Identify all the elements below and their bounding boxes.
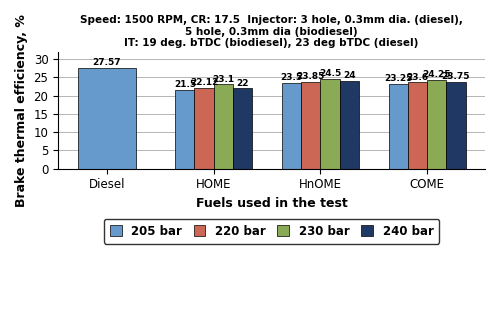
Bar xyxy=(446,82,466,169)
Bar xyxy=(78,68,136,169)
Bar xyxy=(282,83,301,169)
Bar xyxy=(233,88,252,169)
Title: Speed: 1500 RPM, CR: 17.5  Injector: 3 hole, 0.3mm dia. (diesel),
5 hole, 0.3mm : Speed: 1500 RPM, CR: 17.5 Injector: 3 ho… xyxy=(80,15,463,48)
Text: 24.25: 24.25 xyxy=(422,70,451,79)
Y-axis label: Brake thermal efficiency, %: Brake thermal efficiency, % xyxy=(15,14,28,207)
Text: 23.5: 23.5 xyxy=(280,73,302,82)
X-axis label: Fuels used in the test: Fuels used in the test xyxy=(196,197,348,210)
Bar xyxy=(175,90,195,169)
Text: 24.5: 24.5 xyxy=(319,69,341,79)
Bar xyxy=(320,79,340,169)
Text: 22.12: 22.12 xyxy=(190,78,218,87)
Text: 23.25: 23.25 xyxy=(384,74,412,83)
Text: 22: 22 xyxy=(236,79,248,88)
Text: 23.85: 23.85 xyxy=(296,72,325,81)
Bar xyxy=(214,84,233,169)
Text: 23.75: 23.75 xyxy=(442,72,470,81)
Bar xyxy=(427,80,446,169)
Text: 23.6: 23.6 xyxy=(406,73,428,82)
Bar xyxy=(388,84,408,169)
Text: 21.5: 21.5 xyxy=(174,81,196,89)
Text: 27.57: 27.57 xyxy=(92,58,121,67)
Bar xyxy=(301,82,320,169)
Legend: 205 bar, 220 bar, 230 bar, 240 bar: 205 bar, 220 bar, 230 bar, 240 bar xyxy=(104,219,440,244)
Bar xyxy=(340,81,359,169)
Text: 23.1: 23.1 xyxy=(212,75,234,83)
Bar xyxy=(408,82,427,169)
Bar xyxy=(194,88,214,169)
Text: 24: 24 xyxy=(343,71,355,80)
